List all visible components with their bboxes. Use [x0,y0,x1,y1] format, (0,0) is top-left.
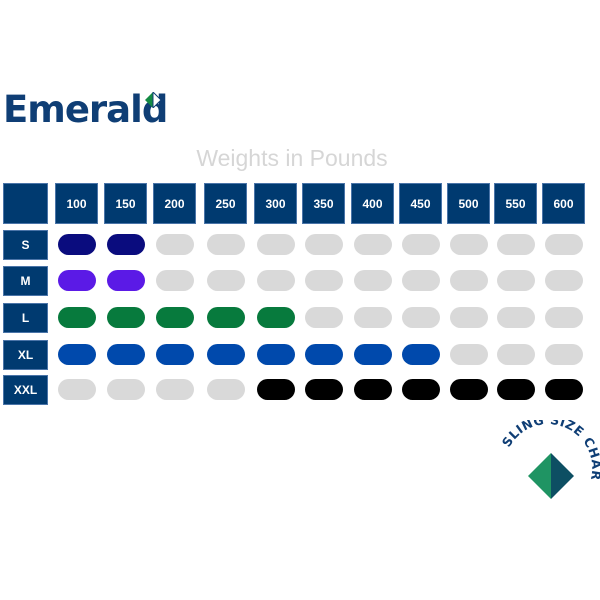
pill-filled [401,344,440,365]
pill-empty [155,234,194,255]
pill-filled [155,307,194,328]
pill-empty [544,307,583,328]
pill-filled [401,379,440,400]
pill-empty [449,307,488,328]
pill-filled [106,344,145,365]
column-header: 100 [55,183,98,224]
pill-empty [304,307,343,328]
pill-empty [256,270,295,291]
pill-filled [57,234,96,255]
chart-title: Weights in Pounds [196,145,388,171]
pill-empty [206,379,245,400]
pill-filled [304,344,343,365]
row-label: L [3,303,48,333]
pill-empty [106,379,145,400]
pill-filled [57,270,96,291]
pill-filled [57,307,96,328]
column-header: 250 [204,183,247,224]
pill-filled [106,270,145,291]
pill-empty [256,234,295,255]
pill-empty [544,344,583,365]
column-header: 600 [542,183,585,224]
pill-filled [496,379,535,400]
pill-filled [353,379,392,400]
column-header: 200 [153,183,196,224]
pill-filled [353,344,392,365]
pill-empty [155,379,194,400]
header-corner [3,183,48,224]
row-label: XL [3,340,48,370]
pill-empty [496,234,535,255]
pill-filled [256,379,295,400]
pill-filled [155,344,194,365]
pill-filled [449,379,488,400]
sling-size-chart-stamp: SLING SIZE CHART [495,420,600,499]
pill-empty [353,307,392,328]
pill-empty [155,270,194,291]
column-header: 550 [494,183,537,224]
column-header: 150 [104,183,147,224]
pill-empty [449,234,488,255]
pill-empty [401,307,440,328]
diamond-right [551,453,574,499]
pill-filled [256,307,295,328]
pill-empty [304,270,343,291]
pill-filled [206,307,245,328]
pill-empty [353,234,392,255]
brand-logo: Emerald [3,88,168,131]
pill-empty [496,270,535,291]
pill-empty [496,344,535,365]
pill-empty [206,270,245,291]
pill-empty [353,270,392,291]
pill-empty [496,307,535,328]
pill-filled [304,379,343,400]
diamond-left [528,453,551,499]
pill-empty [206,234,245,255]
pill-filled [106,307,145,328]
row-label: M [3,266,48,296]
pill-empty [544,234,583,255]
pill-filled [106,234,145,255]
pill-filled [544,379,583,400]
row-label: XXL [3,375,48,405]
pill-empty [401,234,440,255]
pill-empty [304,234,343,255]
logo-diamond-icon [145,92,161,108]
column-header: 450 [399,183,442,224]
pill-empty [544,270,583,291]
pill-empty [449,270,488,291]
pill-empty [401,270,440,291]
pill-empty [449,344,488,365]
column-header: 300 [254,183,297,224]
pill-empty [57,379,96,400]
column-header: 500 [447,183,490,224]
row-label: S [3,230,48,260]
pill-filled [57,344,96,365]
column-header: 400 [351,183,394,224]
pill-filled [206,344,245,365]
column-header: 350 [302,183,345,224]
pill-filled [256,344,295,365]
